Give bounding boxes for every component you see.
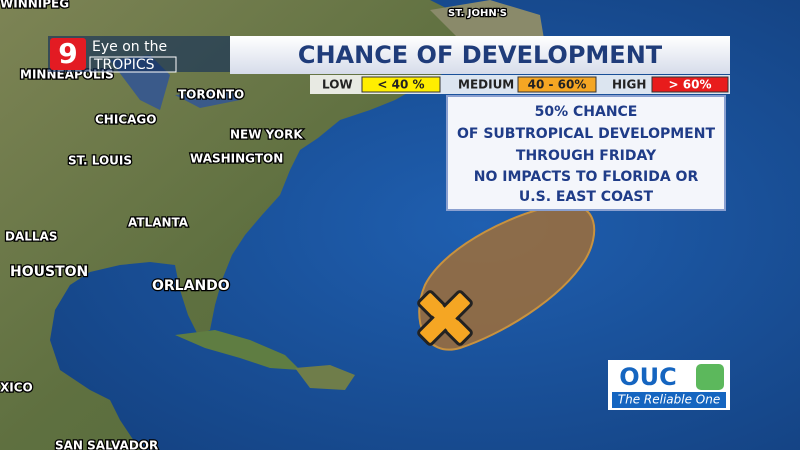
- legend-swatch-low: [361, 76, 441, 93]
- info-box: [446, 95, 726, 211]
- sponsor-tagline: The Reliable One: [618, 393, 720, 407]
- sponsor-name: OUC: [619, 363, 677, 391]
- city-label: HOUSTON: [10, 264, 88, 280]
- legend-label: MEDIUM: [458, 78, 514, 92]
- legend-swatch-high: [651, 76, 729, 93]
- info-line: NO IMPACTS TO FLORIDA OR: [474, 169, 699, 185]
- sponsor-icon: [696, 364, 724, 390]
- city-label: SAN SALVADOR: [55, 439, 158, 451]
- city-label: WINNIPEG: [0, 0, 69, 11]
- city-label: CHICAGO: [95, 113, 156, 127]
- city-label: WASHINGTON: [190, 152, 283, 166]
- cuba: [175, 330, 300, 370]
- city-label: ST. LOUIS: [68, 154, 132, 168]
- city-label: DALLAS: [5, 230, 57, 244]
- title: CHANCE OF DEVELOPMENT: [298, 41, 663, 69]
- logo-number: 9: [58, 37, 77, 70]
- legend-range: 40 - 60%: [528, 78, 587, 92]
- city-label: TORONTO: [178, 88, 244, 102]
- city-label: ST. JOHN'S: [448, 8, 507, 19]
- info-line: U.S. EAST COAST: [519, 189, 654, 205]
- city-label: NEW YORK: [230, 128, 303, 142]
- logo-text: Eye on the: [92, 39, 167, 55]
- legend-range: > 60%: [669, 78, 712, 92]
- legend-label: LOW: [322, 78, 353, 92]
- info-line: 50% CHANCE: [535, 104, 638, 120]
- north-america: [0, 0, 520, 450]
- city-label: XICO: [0, 381, 33, 395]
- city-label: ORLANDO: [152, 278, 230, 294]
- legend-label: HIGH: [612, 78, 646, 92]
- legend-swatch-medium: [517, 76, 597, 93]
- logo-badge: [50, 38, 86, 70]
- hispaniola: [295, 365, 355, 390]
- title-bar: [230, 36, 730, 74]
- info-line: THROUGH FRIDAY: [516, 148, 657, 164]
- storm-x: [417, 290, 473, 346]
- sponsor-tag-bg: [612, 392, 726, 408]
- legend-range: < 40 %: [377, 78, 424, 92]
- info-line: OF SUBTROPICAL DEVELOPMENT: [457, 126, 715, 142]
- logo-text: TROPICS: [93, 57, 155, 73]
- city-label: ATLANTA: [128, 216, 189, 230]
- logo-frame: [89, 56, 177, 73]
